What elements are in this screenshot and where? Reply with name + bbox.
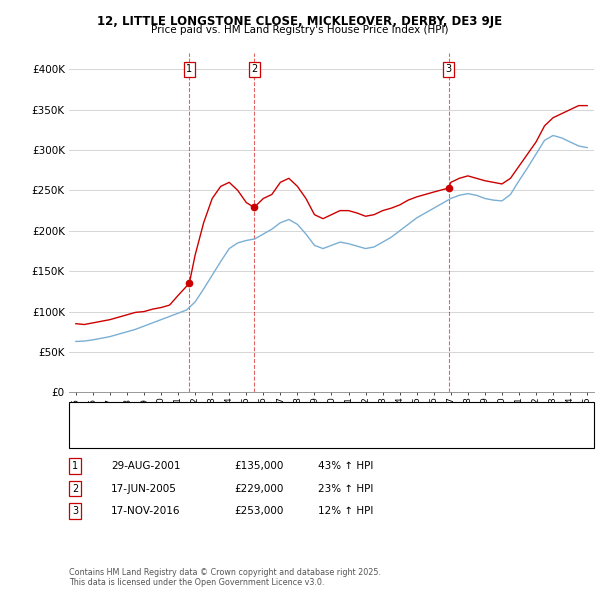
Text: 17-JUN-2005: 17-JUN-2005 xyxy=(111,484,177,493)
Text: £135,000: £135,000 xyxy=(234,461,283,471)
Text: 29-AUG-2001: 29-AUG-2001 xyxy=(111,461,181,471)
Text: 12, LITTLE LONGSTONE CLOSE, MICKLEOVER, DERBY, DE3 9JE: 12, LITTLE LONGSTONE CLOSE, MICKLEOVER, … xyxy=(97,15,503,28)
Text: 12, LITTLE LONGSTONE CLOSE, MICKLEOVER, DERBY, DE3 9JE (detached house): 12, LITTLE LONGSTONE CLOSE, MICKLEOVER, … xyxy=(114,414,473,423)
Text: 1: 1 xyxy=(72,461,78,471)
Text: 2: 2 xyxy=(72,484,78,493)
Text: 2: 2 xyxy=(251,64,257,74)
Text: 43% ↑ HPI: 43% ↑ HPI xyxy=(318,461,373,471)
Text: 12% ↑ HPI: 12% ↑ HPI xyxy=(318,506,373,516)
Text: 23% ↑ HPI: 23% ↑ HPI xyxy=(318,484,373,493)
Text: 3: 3 xyxy=(446,64,452,74)
Text: Contains HM Land Registry data © Crown copyright and database right 2025.
This d: Contains HM Land Registry data © Crown c… xyxy=(69,568,381,587)
Text: Price paid vs. HM Land Registry's House Price Index (HPI): Price paid vs. HM Land Registry's House … xyxy=(151,25,449,35)
Text: £229,000: £229,000 xyxy=(234,484,283,493)
Text: £253,000: £253,000 xyxy=(234,506,283,516)
Text: 1: 1 xyxy=(186,64,193,74)
Text: 17-NOV-2016: 17-NOV-2016 xyxy=(111,506,181,516)
Text: HPI: Average price, detached house, City of Derby: HPI: Average price, detached house, City… xyxy=(114,431,341,441)
Text: 3: 3 xyxy=(72,506,78,516)
